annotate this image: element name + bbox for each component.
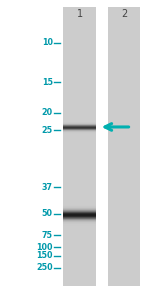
Text: 20: 20 (42, 108, 53, 117)
Text: 15: 15 (42, 78, 53, 87)
Text: 10: 10 (42, 38, 53, 47)
Text: 100: 100 (36, 243, 53, 252)
Text: 75: 75 (42, 231, 53, 240)
Text: 37: 37 (42, 183, 53, 192)
Text: 50: 50 (42, 209, 53, 218)
Text: 150: 150 (36, 251, 53, 260)
Bar (63, 6, 96, 287)
Text: 1: 1 (77, 9, 83, 19)
Text: 2: 2 (122, 9, 128, 19)
Bar (108, 6, 140, 287)
Text: 250: 250 (36, 263, 53, 272)
Text: 25: 25 (42, 126, 53, 135)
